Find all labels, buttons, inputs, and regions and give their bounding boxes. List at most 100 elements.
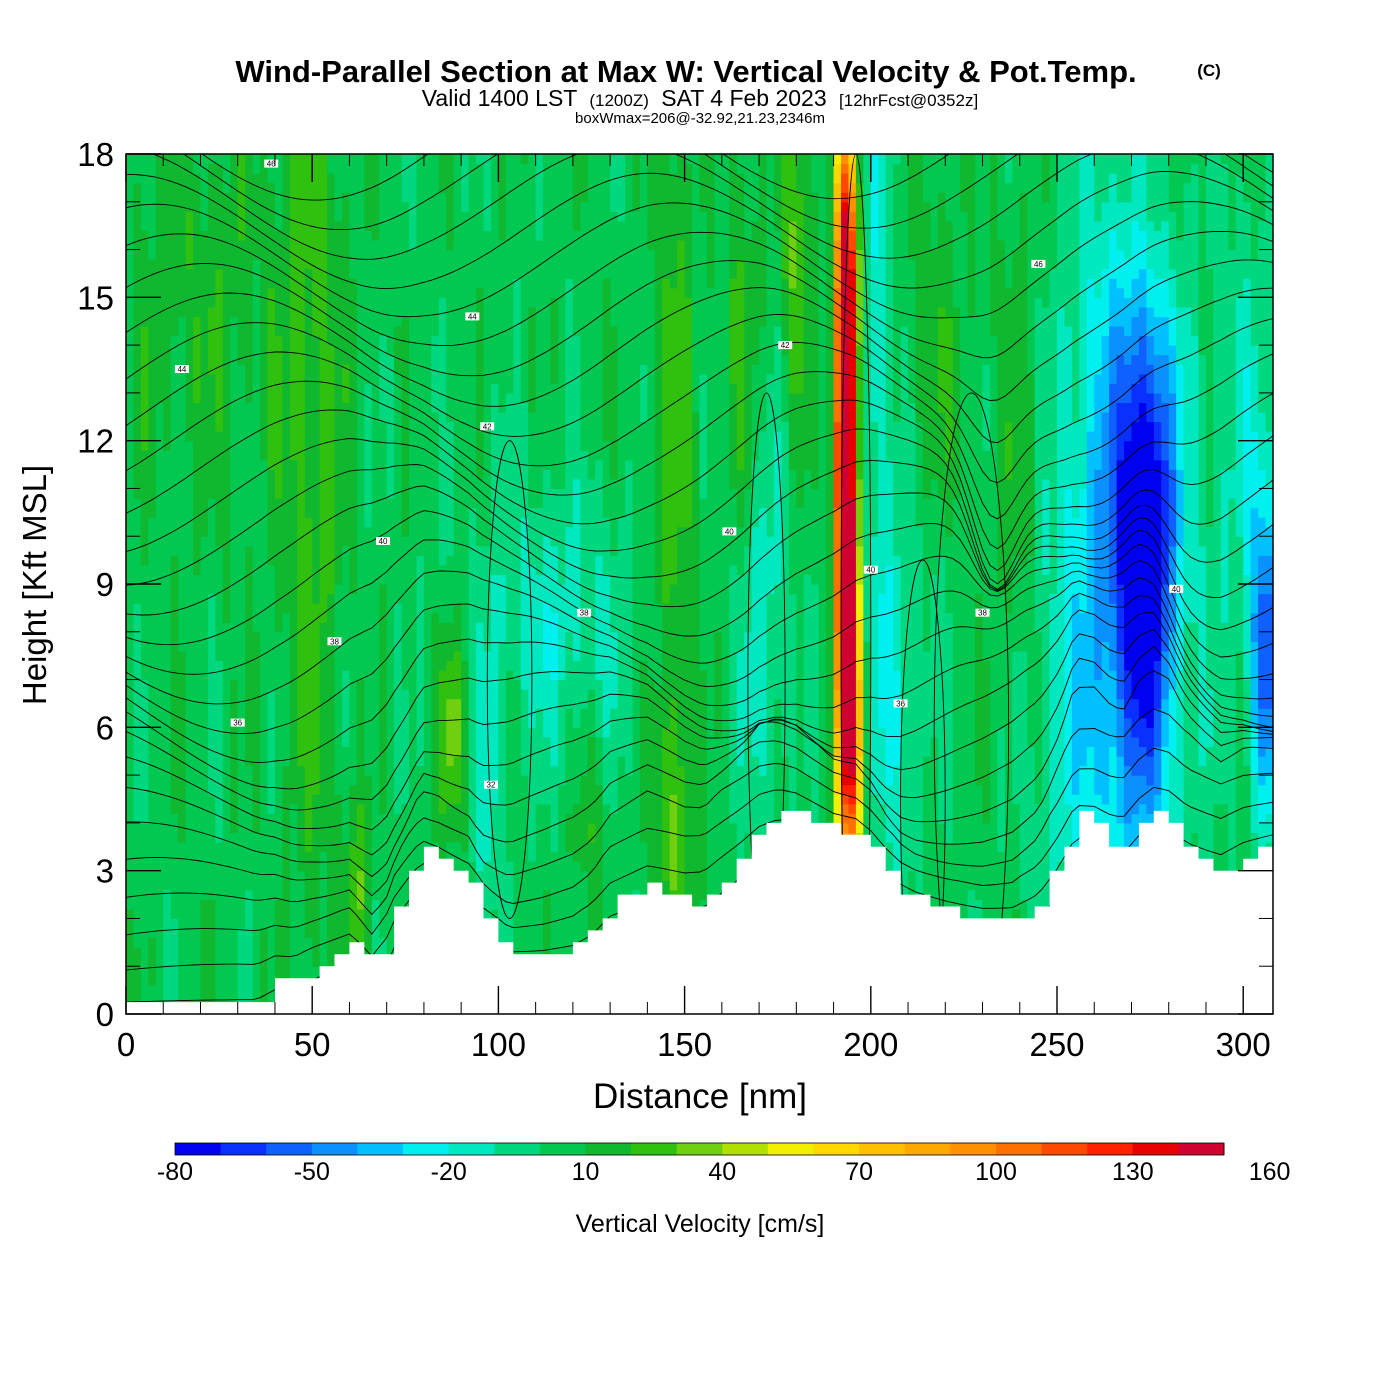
- velocity-cell: [878, 803, 887, 872]
- velocity-cell: [639, 660, 648, 843]
- velocity-cell: [520, 775, 529, 1014]
- velocity-cell: [587, 154, 596, 480]
- isentrope-line: [126, 592, 1273, 764]
- y-tick-label: 18: [77, 136, 114, 173]
- velocity-cell: [878, 154, 887, 595]
- velocity-cell: [1235, 173, 1244, 298]
- isentrope-line: [126, 560, 1273, 705]
- velocity-cell: [669, 287, 678, 585]
- velocity-cell: [1205, 746, 1215, 910]
- velocity-cell: [1079, 765, 1088, 853]
- velocity-cell: [975, 593, 984, 786]
- velocity-cell: [528, 507, 537, 566]
- velocity-cell: [237, 928, 246, 1014]
- velocity-cell: [1034, 297, 1043, 633]
- velocity-cell: [580, 154, 589, 203]
- velocity-cell: [1168, 345, 1177, 394]
- velocity-cell: [654, 603, 663, 690]
- velocity-cell: [1205, 689, 1215, 748]
- velocity-cell: [483, 545, 492, 652]
- velocity-cell: [1124, 259, 1133, 298]
- velocity-cell: [989, 154, 999, 337]
- velocity-cell: [1235, 536, 1244, 652]
- isentrope-line: [126, 428, 1273, 585]
- velocity-cell: [520, 517, 529, 690]
- isentrope-label: 46: [1031, 259, 1046, 269]
- velocity-cell: [327, 593, 336, 986]
- velocity-cell: [1153, 421, 1162, 461]
- velocity-cell: [1131, 354, 1140, 384]
- colorbar-frame: [174, 1142, 1225, 1156]
- velocity-cell: [669, 794, 678, 891]
- velocity-cell: [1131, 154, 1140, 222]
- velocity-cell: [736, 154, 745, 174]
- isentrope-label: 46: [264, 159, 279, 169]
- colorbar-swatch: [448, 1143, 495, 1155]
- velocity-cell: [1101, 335, 1110, 413]
- velocity-cell: [818, 154, 827, 1014]
- isentrope-line: [126, 747, 1273, 897]
- velocity-cell: [833, 689, 842, 728]
- velocity-cell: [446, 154, 455, 251]
- velocity-cell: [1109, 603, 1118, 671]
- velocity-cell: [833, 421, 842, 509]
- colorbar-tick-labels: -80 -50 -20 10 40 70 100 130 160: [157, 1158, 1291, 1186]
- velocity-cell: [833, 182, 842, 212]
- velocity-cell: [908, 154, 917, 260]
- isentrope-line: [126, 231, 1273, 359]
- svg-text:40: 40: [866, 566, 875, 575]
- velocity-cell: [1094, 373, 1103, 470]
- velocity-cell: [319, 851, 328, 1014]
- velocity-cell: [304, 268, 313, 518]
- velocity-cell: [200, 899, 209, 1014]
- velocity-cell: [1109, 326, 1118, 384]
- copyright-mark: (C): [1197, 61, 1221, 80]
- velocity-cell: [453, 756, 462, 805]
- velocity-cell: [505, 154, 514, 394]
- velocity-cell: [781, 278, 790, 356]
- velocity-cell: [312, 603, 321, 795]
- velocity-cell: [885, 564, 894, 786]
- velocity-cell: [1124, 364, 1133, 404]
- velocity-cell: [1146, 154, 1155, 222]
- isentrope-line: [126, 201, 1273, 319]
- velocity-cell: [945, 220, 954, 318]
- svg-text:38: 38: [580, 609, 589, 618]
- velocity-cell: [1258, 220, 1267, 413]
- isentrope-line: [201, 154, 1273, 201]
- velocity-cell: [699, 498, 708, 671]
- velocity-cell: [915, 421, 924, 528]
- velocity-cell: [230, 832, 239, 1014]
- isentrope-label: 42: [778, 341, 793, 350]
- isentrope-label: 44: [465, 312, 480, 321]
- velocity-cell: [1012, 650, 1021, 805]
- isentrope-line: [126, 459, 1273, 590]
- velocity-cell: [1176, 240, 1185, 308]
- velocity-cell: [1138, 746, 1147, 776]
- velocity-cell: [773, 230, 783, 327]
- velocity-cell: [215, 154, 224, 165]
- velocity-cell: [557, 488, 567, 585]
- velocity-cell: [811, 154, 820, 193]
- isentrope-line: [182, 154, 1273, 231]
- velocity-cell: [304, 154, 313, 270]
- velocity-cell: [870, 794, 879, 891]
- velocity-cell: [282, 765, 291, 1014]
- velocity-cell: [1265, 775, 1273, 814]
- velocity-cell: [1250, 507, 1259, 614]
- velocity-cell: [1034, 631, 1043, 805]
- velocity-cell: [945, 459, 954, 537]
- velocity-cell: [1101, 268, 1110, 337]
- velocity-cell: [1220, 163, 1229, 470]
- velocity-cell: [945, 612, 954, 843]
- velocity-cell: [1198, 154, 1207, 356]
- velocity-cell: [1004, 612, 1013, 948]
- velocity-cell: [193, 154, 202, 174]
- velocity-cell: [148, 985, 157, 1014]
- velocity-cell: [826, 154, 835, 929]
- velocity-cell: [267, 813, 276, 1006]
- velocity-cell: [744, 488, 753, 547]
- velocity-cell: [662, 603, 671, 728]
- velocity-cell: [1057, 154, 1066, 308]
- velocity-cell: [736, 259, 745, 470]
